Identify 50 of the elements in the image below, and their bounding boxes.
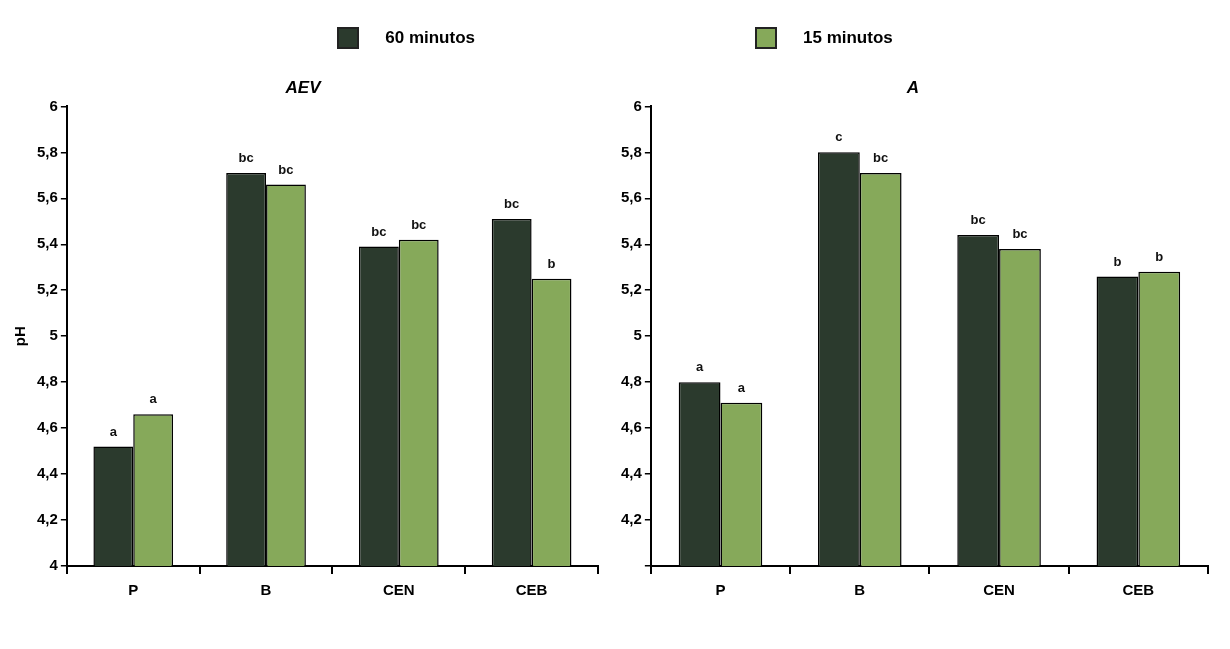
y-tick-label: 5,6: [620, 188, 642, 206]
y-tick-label: 5,2: [36, 280, 58, 298]
data-label: b: [1113, 253, 1122, 269]
data-label: b: [1155, 248, 1164, 264]
x-tick-label: CEB: [515, 581, 548, 599]
y-tick-label: 5,4: [620, 234, 643, 252]
y-axis-title: pH: [11, 326, 29, 347]
data-label: bc: [1012, 225, 1028, 241]
y-tick-label: 5,8: [620, 142, 642, 160]
data-label: a: [149, 391, 158, 407]
chart-title: AEV: [284, 77, 323, 97]
y-tick-label: 5: [633, 326, 642, 344]
x-tick-label: B: [260, 581, 272, 599]
data-label: a: [737, 379, 746, 395]
x-tick-label: CEB: [1122, 581, 1155, 599]
y-tick-label: 4,8: [620, 372, 642, 390]
x-tick-label: P: [128, 581, 139, 599]
y-tick-label: 5,6: [36, 188, 58, 206]
y-tick-label: 4: [49, 556, 59, 574]
y-tick-label: 4,6: [620, 418, 642, 436]
y-tick-label: 5: [49, 326, 58, 344]
legend-label: 60 minutos: [385, 28, 475, 48]
y-tick-label: 4,2: [620, 510, 642, 528]
data-label: bc: [278, 161, 294, 177]
data-label: bc: [873, 150, 889, 166]
data-label: b: [547, 255, 556, 271]
legend-label: 15 minutos: [803, 28, 893, 48]
data-label: a: [109, 423, 118, 439]
y-tick-label: 6: [49, 96, 58, 114]
x-tick-label: P: [715, 581, 726, 599]
x-tick-label: CEN: [382, 581, 415, 599]
data-label: bc: [504, 196, 520, 212]
data-label: bc: [238, 150, 254, 166]
y-tick-label: 4,2: [36, 510, 58, 528]
chart-title: A: [905, 77, 920, 97]
y-tick-label: 4,6: [36, 418, 58, 436]
data-label: c: [835, 129, 843, 145]
x-tick-label: B: [854, 581, 866, 599]
data-label: bc: [970, 212, 986, 228]
data-label: a: [695, 359, 704, 375]
y-tick-label: 4,4: [36, 464, 59, 482]
y-tick-label: 5,8: [36, 142, 58, 160]
data-label: bc: [411, 216, 427, 232]
y-tick-label: 4,8: [36, 372, 58, 390]
x-tick-label: CEN: [983, 581, 1015, 599]
data-label: bc: [371, 223, 387, 239]
y-tick-label: 5,2: [620, 280, 642, 298]
y-tick-label: 6: [633, 96, 642, 114]
y-tick-label: 4,4: [620, 464, 643, 482]
y-tick-label: 5,4: [36, 234, 59, 252]
